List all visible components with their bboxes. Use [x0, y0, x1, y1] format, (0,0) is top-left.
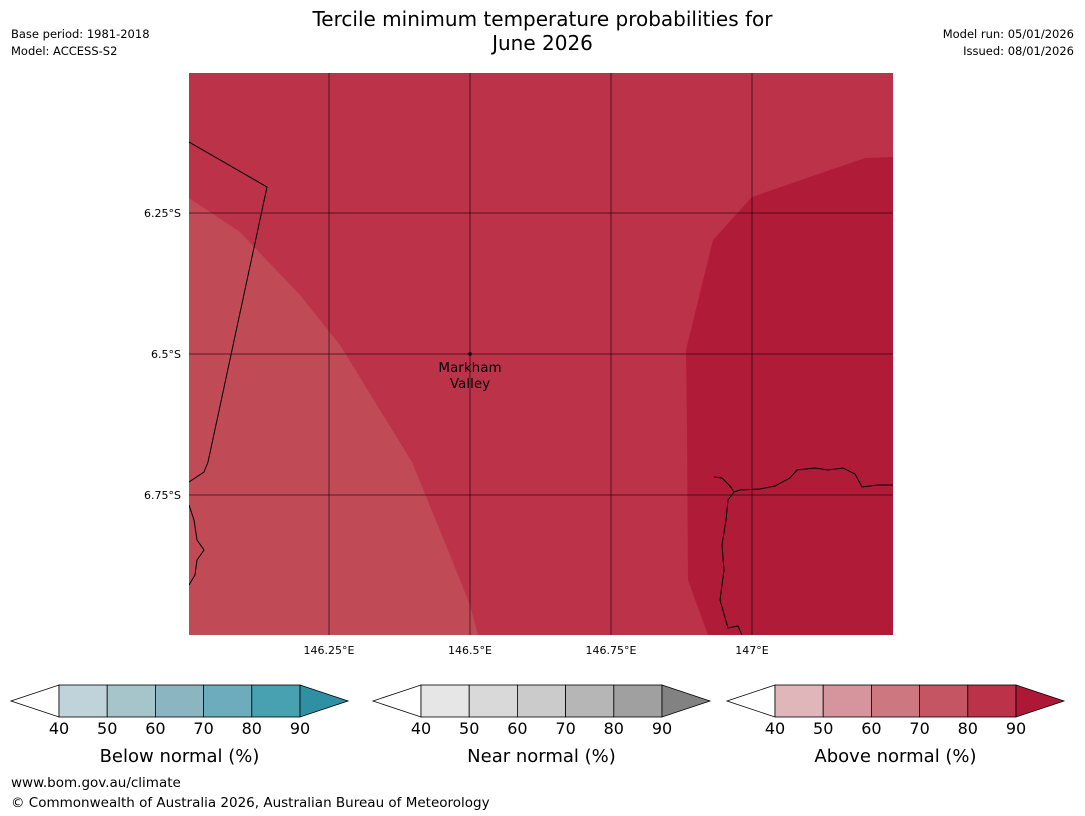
model-text: Model: ACCESS-S2 [11, 44, 118, 58]
lon-label-146-5: 146.5°E [448, 644, 492, 657]
near-normal-bin-70-80 [565, 684, 615, 718]
above-normal-bin-40-50 [774, 684, 824, 718]
river-line [719, 491, 743, 635]
near-normal-tick-label: 50 [459, 719, 479, 738]
lon-label-146-75: 146.75°E [586, 644, 637, 657]
probability-map[interactable]: 6.25°S 6.5°S 6.75°S 146.25°E 146.5°E 146… [0, 0, 1085, 660]
border-line [189, 141, 268, 483]
legends: 40 50 60 70 80 90 Below normal (%) 40 50 60 70 80 9… [9, 684, 1066, 767]
near-normal-upper-extend [661, 684, 712, 718]
above-normal-tick-label: 50 [813, 719, 833, 738]
above-normal-upper-extend [1015, 684, 1066, 718]
legend-near-normal: 40 50 60 70 80 90 Near normal (%) [371, 684, 712, 767]
issued-text: Issued: 08/01/2026 [963, 44, 1074, 58]
above-normal-bin-60-70 [871, 684, 921, 718]
above-normal-bin-50-60 [822, 684, 872, 718]
chart-title: Tercile minimum temperature probabilitie… [0, 7, 1085, 55]
model-run-text: Model run: 05/01/2026 [942, 27, 1074, 41]
below-normal-tick-label: 80 [242, 719, 262, 738]
meta-right: Model run: 05/01/2026 Issued: 08/01/2026 [943, 26, 1074, 60]
above-normal-tick-label: 40 [765, 719, 785, 738]
legend-below-normal: 40 50 60 70 80 90 Below normal (%) [9, 684, 350, 767]
below-normal-tick-label: 70 [193, 719, 213, 738]
above-normal-lower-extend [725, 684, 776, 718]
above-normal-bin-70-80 [919, 684, 969, 718]
below-normal-upper-extend [299, 684, 350, 718]
lat-label-6-5: 6.5°S [151, 348, 181, 361]
place-label-line-1: Markham [438, 360, 501, 376]
below-normal-bin-60-70 [154, 684, 204, 718]
below-normal-bin-70-80 [203, 684, 253, 718]
coastline-east [713, 467, 893, 493]
place-label-line-2: Valley [450, 376, 490, 392]
near-normal-tick-label: 70 [555, 719, 575, 738]
near-normal-legend-title: Near normal (%) [467, 746, 616, 767]
footer-url[interactable]: www.bom.gov.au/climate [11, 775, 181, 791]
near-normal-bin-60-70 [517, 684, 567, 718]
near-normal-tick-label: 40 [411, 719, 431, 738]
title-line-1: Tercile minimum temperature probabilitie… [312, 7, 773, 31]
near-normal-bin-40-50 [420, 684, 470, 718]
above-normal-tick-label: 80 [958, 719, 978, 738]
near-normal-bin-80-90 [613, 684, 663, 718]
region-80-90 [686, 157, 893, 635]
below-normal-lower-extend [9, 684, 60, 718]
title-line-2: June 2026 [492, 31, 593, 55]
region-60-70 [189, 198, 478, 635]
lat-label-6-25: 6.25°S [144, 207, 181, 220]
coastline-west [189, 504, 205, 586]
below-normal-tick-label: 40 [49, 719, 69, 738]
lon-label-147: 147°E [735, 644, 768, 657]
near-normal-bin-50-60 [468, 684, 518, 718]
near-normal-lower-extend [371, 684, 422, 718]
below-normal-bin-80-90 [251, 684, 301, 718]
near-normal-tick-label: 80 [604, 719, 624, 738]
above-normal-tick-label: 60 [861, 719, 881, 738]
above-normal-tick-label: 70 [909, 719, 929, 738]
below-normal-legend-title: Below normal (%) [100, 746, 260, 767]
below-normal-bin-50-60 [106, 684, 156, 718]
map-area [189, 73, 893, 635]
meta-left: Base period: 1981-2018 Model: ACCESS-S2 [11, 26, 150, 60]
markham-valley-marker[interactable] [468, 352, 472, 356]
above-normal-tick-label: 90 [1006, 719, 1026, 738]
above-normal-legend-title: Above normal (%) [814, 746, 976, 767]
boundaries [189, 141, 893, 635]
base-period-text: Base period: 1981-2018 [11, 27, 150, 41]
below-normal-bin-40-50 [58, 684, 108, 718]
lat-label-6-75: 6.75°S [144, 489, 181, 502]
near-normal-tick-label: 60 [507, 719, 527, 738]
below-normal-tick-label: 50 [97, 719, 117, 738]
footer-copyright: © Commonwealth of Australia 2026, Austra… [11, 795, 490, 811]
below-normal-tick-label: 60 [145, 719, 165, 738]
near-normal-tick-label: 90 [652, 719, 672, 738]
legend-above-normal: 40 50 60 70 80 90 Above normal (%) [725, 684, 1066, 767]
below-normal-tick-label: 90 [290, 719, 310, 738]
lon-label-146-25: 146.25°E [304, 644, 355, 657]
above-normal-bin-80-90 [967, 684, 1017, 718]
